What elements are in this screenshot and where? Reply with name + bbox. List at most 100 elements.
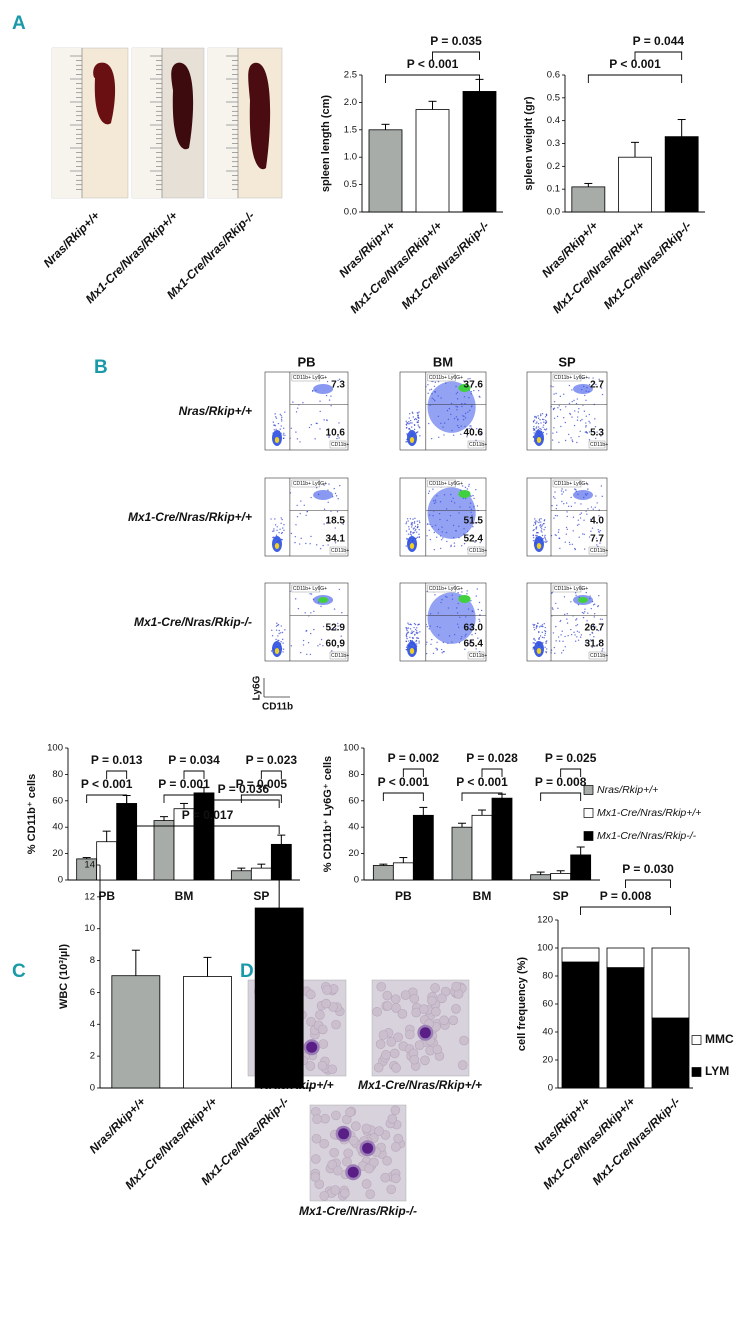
event-dot xyxy=(543,421,545,423)
event-dot xyxy=(281,631,284,634)
event-dot xyxy=(477,389,480,392)
red-cell xyxy=(381,1050,391,1060)
event-dot xyxy=(413,622,416,625)
event-dot xyxy=(277,635,279,637)
column-header: SP xyxy=(558,354,576,369)
event-dot xyxy=(553,393,555,395)
event-dot xyxy=(305,542,307,545)
event-dot xyxy=(314,438,316,440)
event-dot xyxy=(538,518,541,521)
event-dot xyxy=(300,500,302,502)
bracket xyxy=(540,792,582,801)
event-dot xyxy=(565,406,567,408)
y-tick-label: 0 xyxy=(354,875,359,886)
event-dot xyxy=(413,522,416,524)
event-dot xyxy=(593,613,596,615)
significance-bracket xyxy=(207,799,280,808)
event-dot xyxy=(273,528,275,530)
event-dot xyxy=(413,423,416,426)
event-dot xyxy=(571,440,574,443)
event-dot xyxy=(552,386,554,388)
event-dot xyxy=(406,433,408,435)
event-dot xyxy=(279,413,282,415)
event-dot xyxy=(410,524,413,526)
event-dot xyxy=(338,422,340,424)
event-dot xyxy=(419,521,421,524)
p-value: P = 0.030 xyxy=(622,862,674,876)
event-dot xyxy=(575,402,578,405)
event-dot xyxy=(595,383,597,386)
event-dot xyxy=(427,492,430,495)
event-dot xyxy=(574,592,577,594)
event-dot xyxy=(313,610,315,613)
event-dot xyxy=(533,429,535,431)
error-bar xyxy=(631,141,639,158)
bracket xyxy=(634,51,683,60)
event-dot xyxy=(544,646,546,648)
event-dot xyxy=(579,513,581,516)
event-dot xyxy=(283,529,285,532)
p-value: P = 0.008 xyxy=(535,775,587,789)
event-dot xyxy=(284,629,286,631)
event-dot xyxy=(277,624,280,626)
red-cell xyxy=(419,1004,429,1015)
gate-percent: 37.6 xyxy=(464,380,484,391)
event-dot xyxy=(563,503,565,505)
y-tick-label: 2.5 xyxy=(344,70,357,81)
event-dot xyxy=(581,418,583,421)
event-dot xyxy=(570,437,572,439)
event-dot xyxy=(535,528,537,530)
event-dot xyxy=(479,428,481,430)
event-dot xyxy=(312,390,314,392)
red-cell xyxy=(331,1110,341,1121)
event-dot xyxy=(594,603,596,605)
event-dot xyxy=(412,532,414,534)
event-dot xyxy=(588,431,591,433)
error-bar xyxy=(82,857,91,859)
event-dot xyxy=(303,504,305,506)
event-dot xyxy=(406,537,408,540)
legend-label: MMC xyxy=(705,1032,734,1046)
event-dot xyxy=(409,533,412,535)
red-cell xyxy=(382,1001,393,1011)
event-dot xyxy=(571,439,573,441)
error-bar xyxy=(277,834,286,845)
event-dot xyxy=(300,651,302,654)
y-tick-label: 12 xyxy=(84,891,95,902)
event-dot xyxy=(411,522,414,524)
event-dot xyxy=(576,618,578,620)
red-cell xyxy=(312,1114,322,1125)
event-dot xyxy=(405,640,408,643)
y-tick-label: 14 xyxy=(84,860,95,871)
density-hot xyxy=(458,384,471,392)
event-dot xyxy=(414,529,416,532)
event-dot xyxy=(596,644,598,646)
red-cell xyxy=(380,1172,391,1183)
event-dot xyxy=(585,425,587,427)
flow-plot: CD11b+ Ly6G+ CD11b+ xyxy=(399,371,487,451)
red-cell xyxy=(430,983,440,993)
event-dot xyxy=(409,518,412,520)
event-dot xyxy=(551,504,553,507)
event-dot xyxy=(417,420,420,422)
error-bar xyxy=(478,809,486,816)
event-dot xyxy=(319,400,321,402)
bar xyxy=(618,156,652,213)
event-dot xyxy=(326,419,328,422)
red-cell xyxy=(327,1064,338,1075)
event-dot xyxy=(565,526,568,529)
flow-plot: CD11b+ Ly6G+ CD11b+ xyxy=(264,582,349,662)
event-dot xyxy=(412,528,415,530)
event-dot xyxy=(478,620,481,622)
event-dot xyxy=(532,529,534,532)
event-dot xyxy=(545,650,547,653)
event-dot xyxy=(545,541,547,543)
event-dot xyxy=(532,539,535,542)
event-dot xyxy=(555,602,557,605)
event-dot xyxy=(273,424,275,426)
event-dot xyxy=(418,533,420,536)
event-dot xyxy=(310,535,312,538)
event-dot xyxy=(282,527,284,529)
event-dot xyxy=(584,608,586,610)
